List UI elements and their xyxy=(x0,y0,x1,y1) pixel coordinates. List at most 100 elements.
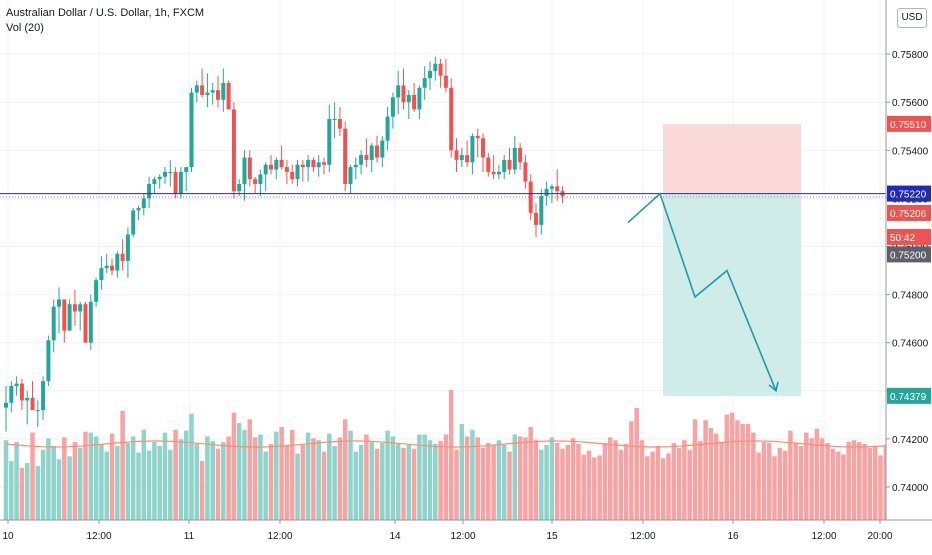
candle-body xyxy=(348,167,353,184)
candle-body xyxy=(253,179,258,184)
price-label: 0.75220 xyxy=(890,190,927,201)
candle-body xyxy=(263,164,268,175)
candle-body xyxy=(147,183,152,199)
volume-bar xyxy=(570,438,576,520)
volume-bar xyxy=(676,447,682,520)
candle-body xyxy=(470,135,475,163)
volume-bar xyxy=(321,451,327,520)
volume-bar xyxy=(438,441,443,520)
candle-body xyxy=(502,159,507,172)
projection-arrowhead xyxy=(768,381,779,393)
time-tick-label: 16 xyxy=(727,531,739,542)
candle-body xyxy=(104,265,109,269)
time-tick-label: 12:00 xyxy=(450,531,475,542)
candle-body xyxy=(428,70,432,79)
volume-bar xyxy=(878,455,883,520)
time-tick-label: 14 xyxy=(389,531,401,542)
volume-bar xyxy=(231,412,237,520)
candle-body xyxy=(438,63,443,76)
volume-bar xyxy=(639,440,645,520)
volume-bar xyxy=(486,443,491,520)
candle-body xyxy=(30,398,35,411)
time-tick-label: 12:00 xyxy=(811,531,836,542)
volume-bar xyxy=(99,444,104,520)
volume-bar xyxy=(268,444,274,520)
volume-bar xyxy=(289,429,295,520)
volume-bar xyxy=(210,441,215,520)
candle-body xyxy=(279,159,284,168)
volume-bar xyxy=(607,437,613,520)
volume-bar xyxy=(523,437,528,520)
volume-bar xyxy=(152,442,157,520)
time-tick-label: 12:00 xyxy=(267,531,292,542)
price-label-box xyxy=(887,228,931,245)
candle-body xyxy=(417,87,422,110)
volume-bar xyxy=(401,447,406,520)
candle-body xyxy=(555,186,560,192)
volume-bar xyxy=(189,413,194,520)
volume-bar xyxy=(30,432,35,520)
volume-bar xyxy=(809,438,814,520)
candle-body xyxy=(549,186,554,189)
candle-body xyxy=(125,234,130,261)
volume-bar xyxy=(554,443,560,520)
candle-body xyxy=(258,174,263,184)
volume-bar xyxy=(316,440,321,520)
volume-bar xyxy=(560,448,565,520)
volume-bar xyxy=(464,436,470,520)
volume-bar xyxy=(830,448,836,520)
currency-button[interactable]: USD xyxy=(897,8,927,28)
candle-body xyxy=(359,155,364,165)
volume-bar xyxy=(14,442,19,520)
volume-bar xyxy=(35,465,41,520)
volume-bar xyxy=(751,432,756,520)
volume-bar xyxy=(501,444,507,520)
volume-bar xyxy=(867,447,873,520)
volume-bar xyxy=(719,442,724,520)
volume-bar xyxy=(592,457,597,520)
candle-body xyxy=(465,155,470,163)
volume-bar xyxy=(629,421,634,520)
candle-body xyxy=(385,116,390,141)
candle-body xyxy=(390,97,395,117)
volume-bar xyxy=(618,449,624,520)
candle-body xyxy=(136,208,141,211)
candle-body xyxy=(412,94,417,110)
volume-bar xyxy=(342,419,348,520)
candle-body xyxy=(295,164,300,180)
volume-bar xyxy=(788,430,793,520)
volume-bar xyxy=(682,440,687,520)
volume-bar xyxy=(756,452,761,520)
candle-body xyxy=(375,145,379,158)
candle-body xyxy=(496,171,501,175)
candle-body xyxy=(83,304,88,343)
candle-body xyxy=(247,157,252,180)
candle-body xyxy=(523,162,528,182)
symbol-title: Australian Dollar / U.S. Dollar, 1h, FXC… xyxy=(6,7,205,19)
volume-bar xyxy=(650,451,655,520)
volume-bar xyxy=(713,433,719,520)
price-label-box xyxy=(887,246,931,263)
volume-bar xyxy=(433,444,438,520)
volume-bar xyxy=(666,453,671,520)
candle-body xyxy=(306,159,311,168)
volume-bar xyxy=(19,467,25,520)
candle-body xyxy=(72,304,77,312)
candle-body xyxy=(152,179,157,184)
volume-bar xyxy=(544,444,549,520)
volume-bar xyxy=(51,445,56,520)
volume-bar xyxy=(687,449,692,520)
take-profit-zone xyxy=(663,193,801,396)
candle-body xyxy=(454,150,459,160)
volume-bar xyxy=(183,430,189,520)
candle-body xyxy=(200,85,205,95)
volume-bar xyxy=(454,449,459,520)
price-tick-label: 0.75400 xyxy=(892,146,929,157)
volume-bar xyxy=(581,454,586,520)
candle-body xyxy=(507,159,512,170)
volume-bar xyxy=(274,431,279,520)
volume-bar xyxy=(724,414,730,520)
candle-body xyxy=(486,157,491,172)
